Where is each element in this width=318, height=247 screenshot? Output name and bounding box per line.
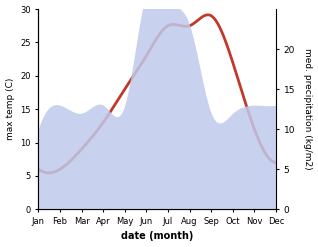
X-axis label: date (month): date (month) xyxy=(121,231,193,242)
Y-axis label: med. precipitation (kg/m2): med. precipitation (kg/m2) xyxy=(303,48,313,170)
Y-axis label: max temp (C): max temp (C) xyxy=(5,78,15,140)
